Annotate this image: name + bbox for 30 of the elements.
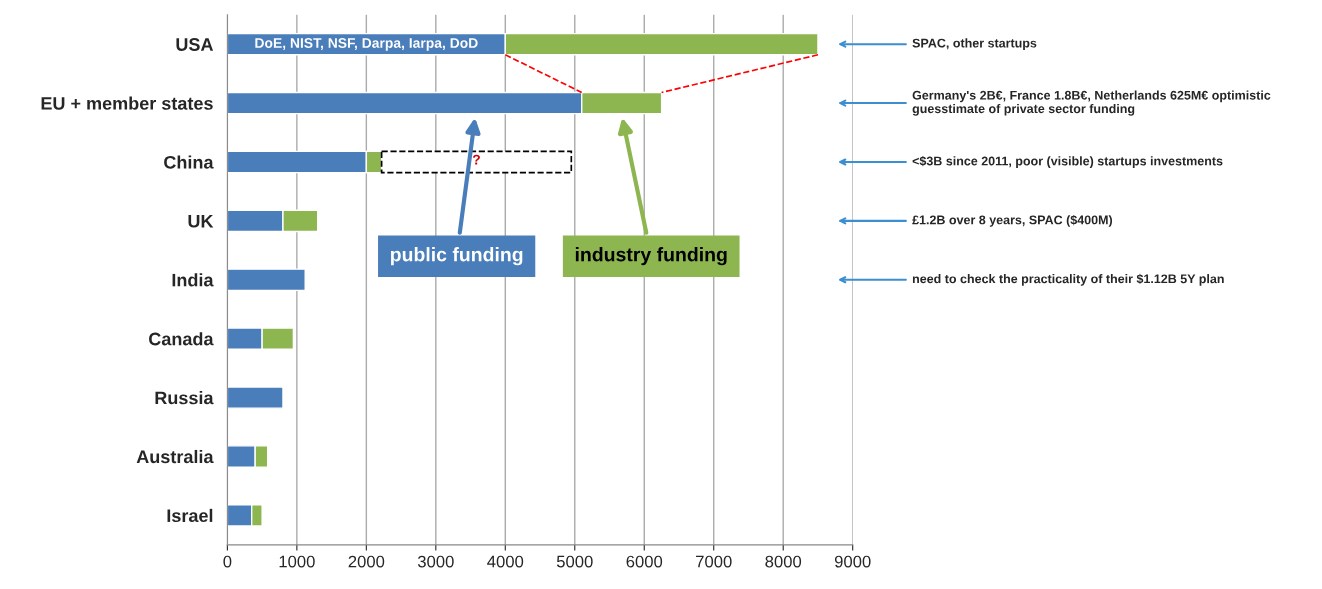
x-tick-label: 1000 [279,555,315,568]
y-tick-label: India [172,273,214,287]
y-tick-label: Russia [155,391,214,405]
x-tick-label: 8000 [765,555,802,568]
bar [227,386,284,409]
text: Germany's 2B€, France 1.8B€, Netherlands 625M€ optimistic guesstimate of private sector funding [912,90,1271,116]
x-tick-label: 7000 [696,555,732,568]
y-tick-label: China [164,155,214,169]
y-tick-label: UK [188,215,214,228]
x-tick-label: 3000 [417,555,454,568]
y-tick-label: Australia [136,449,214,464]
x-tick-label: 5000 [556,555,593,568]
x-tick-label: 0 [223,555,232,568]
text: £1.2B over 8 years, SPAC ($400M) [912,214,1113,227]
text: public funding [390,247,523,266]
annotation: ? [472,154,480,165]
x-tick-label: 2000 [348,555,385,568]
text: SPAC, other startups [912,38,1037,50]
y-tick-label: Israel [167,508,213,523]
x-tick-label: 4000 [487,555,524,568]
annotation: DoE, NIST, NSF, Darpa, Iarpa, DoD [255,38,478,51]
y-tick-label: USA [176,38,214,51]
y-tick-label: EU + member states [41,96,213,110]
y-tick-label: Canada [149,332,214,346]
bar [227,268,306,292]
x-tick-label: 9000 [834,555,871,568]
x-tick-label: 6000 [626,555,663,568]
text: <$3B since 2011, poor (visible) startups investments [912,156,1223,168]
text: industry funding [575,247,727,266]
text: need to check the practicality of their $1.12B 5Y plan [912,273,1224,286]
